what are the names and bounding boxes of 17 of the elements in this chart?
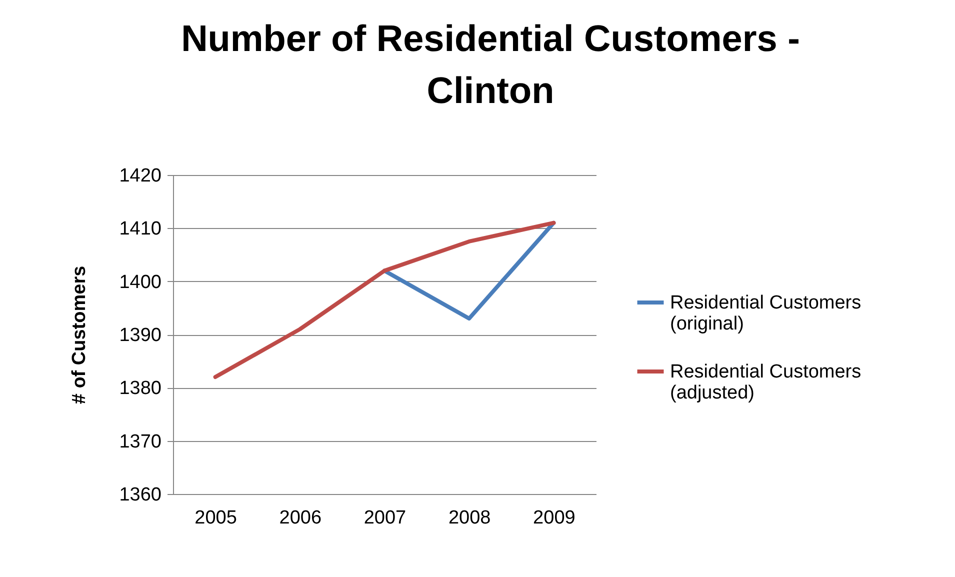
x-tick-label: 2005 <box>194 508 237 528</box>
x-tick-label: 2009 <box>533 508 576 528</box>
legend-label: Residential Customers (adjusted) <box>670 362 862 404</box>
x-tick-label: 2006 <box>279 508 322 528</box>
y-tick-label: 1420 <box>119 166 162 186</box>
y-tick-label: 1390 <box>119 325 162 346</box>
y-tick-label: 1370 <box>119 431 162 452</box>
chart-title: Number of Residential Customers - Clinton <box>181 18 800 111</box>
y-tick-label: 1410 <box>119 218 162 240</box>
y-tick-label: 1360 <box>119 484 162 506</box>
legend-label: Residential Customers (original) <box>670 292 862 334</box>
x-tick-label: 2008 <box>448 508 491 528</box>
y-tick-label: 1380 <box>119 378 162 400</box>
x-tick-label: 2007 <box>364 508 406 528</box>
line-series <box>213 220 556 380</box>
y-tick-label: 1400 <box>119 272 162 293</box>
y-axis-title: # of Customers <box>69 266 90 404</box>
